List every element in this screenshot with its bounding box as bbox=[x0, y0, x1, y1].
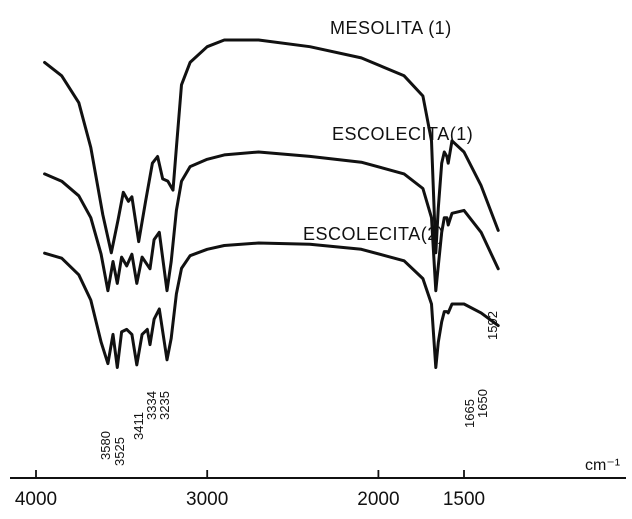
peak-label-3411: 3411 bbox=[131, 412, 146, 440]
peak-label-3235: 3235 bbox=[157, 391, 172, 420]
series-labels: MESOLITA (1) ESCOLECITA(1) ESCOLECITA(2) bbox=[303, 18, 473, 244]
series-label-3: ESCOLECITA(2) bbox=[303, 224, 444, 244]
peak-label-3334: 3334 bbox=[144, 391, 159, 420]
x-tick-label-4000: 4000 bbox=[15, 489, 57, 510]
spectrum-line-1 bbox=[43, 38, 500, 255]
series-label-2: ESCOLECITA(1) bbox=[332, 124, 473, 144]
series-label-1: MESOLITA (1) bbox=[330, 18, 452, 38]
peak-label-1592: 1592 bbox=[485, 311, 500, 340]
x-tick-label-3000: 3000 bbox=[186, 489, 228, 510]
x-tick-label-2000: 2000 bbox=[357, 489, 399, 510]
spectrum-curves bbox=[43, 38, 500, 369]
x-axis-ticks: 4000 3000 2000 1500 bbox=[15, 470, 485, 510]
peak-label-1665: 1665 bbox=[462, 399, 477, 428]
spectrum-line-3 bbox=[43, 241, 500, 369]
peak-label-1650: 1650 bbox=[475, 389, 490, 418]
x-axis-unit-label: cm⁻¹ bbox=[585, 457, 620, 474]
peak-label-3580: 3580 bbox=[98, 431, 113, 460]
peak-label-3525: 3525 bbox=[112, 437, 127, 466]
spectrum-line-2 bbox=[43, 150, 500, 293]
x-tick-label-1500: 1500 bbox=[443, 489, 485, 510]
